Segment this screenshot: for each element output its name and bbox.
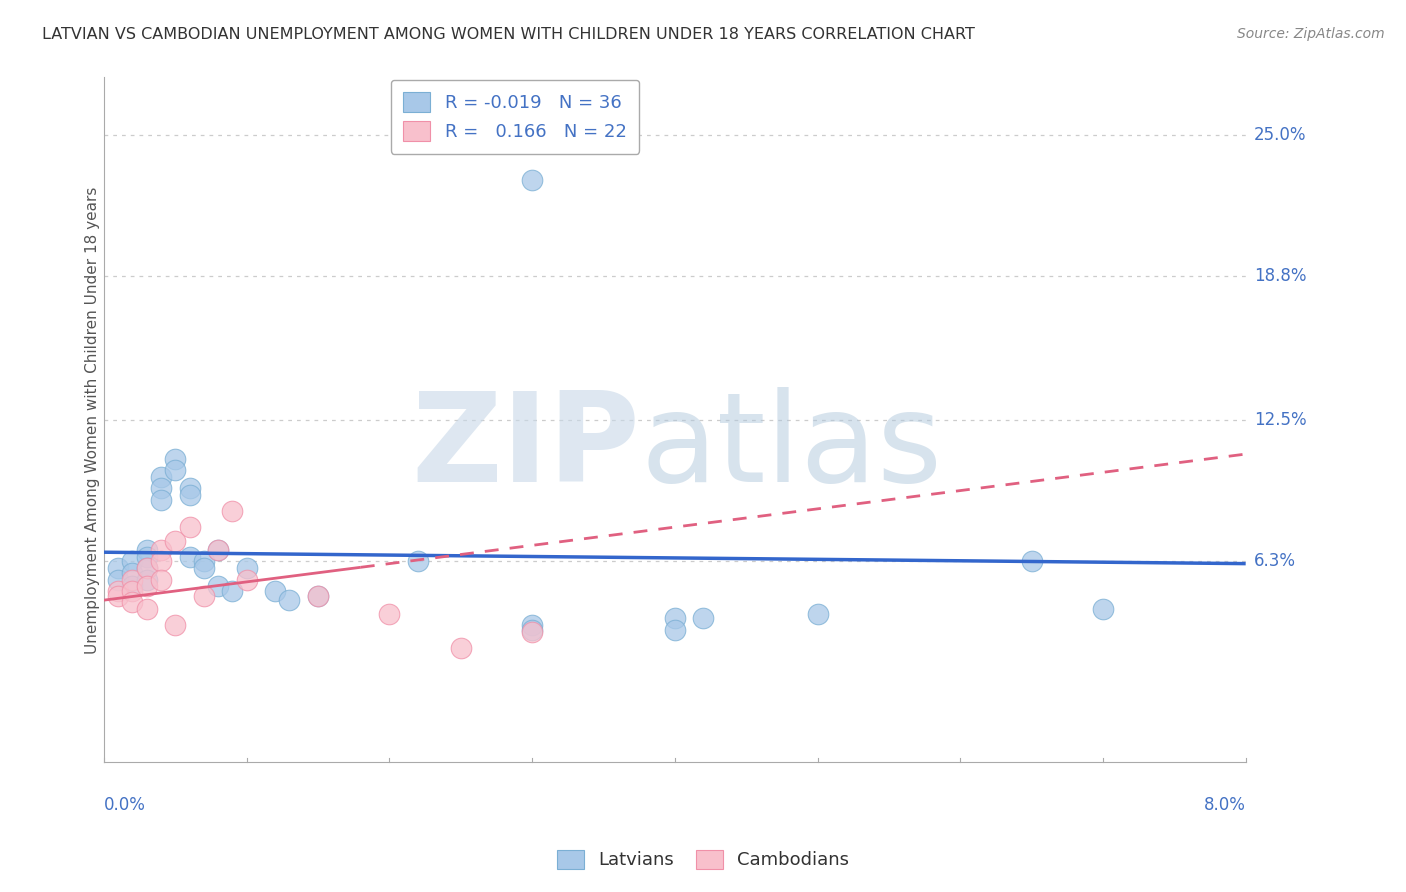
Point xyxy=(150,470,173,484)
Point xyxy=(150,492,173,507)
Point xyxy=(135,561,157,575)
Point xyxy=(121,554,143,568)
Point xyxy=(520,623,543,637)
Point xyxy=(221,584,243,599)
Point xyxy=(450,641,472,656)
Text: 25.0%: 25.0% xyxy=(1254,126,1306,144)
Point xyxy=(193,589,215,603)
Point xyxy=(235,573,257,587)
Point xyxy=(179,549,201,564)
Point xyxy=(264,584,287,599)
Text: ZIP: ZIP xyxy=(412,387,641,508)
Point xyxy=(135,561,157,575)
Point xyxy=(207,543,229,558)
Point xyxy=(207,543,229,558)
Point xyxy=(193,561,215,575)
Text: 0.0%: 0.0% xyxy=(104,797,146,814)
Point xyxy=(193,554,215,568)
Point xyxy=(121,573,143,587)
Point xyxy=(150,573,173,587)
Point xyxy=(692,611,714,625)
Text: atlas: atlas xyxy=(641,387,942,508)
Point xyxy=(165,618,187,632)
Point xyxy=(165,451,187,466)
Point xyxy=(150,481,173,495)
Point xyxy=(1021,554,1043,568)
Point xyxy=(520,618,543,632)
Point xyxy=(121,595,143,609)
Point xyxy=(806,607,828,621)
Text: 6.3%: 6.3% xyxy=(1254,552,1296,570)
Point xyxy=(179,481,201,495)
Point xyxy=(1091,602,1114,616)
Point xyxy=(121,584,143,599)
Point xyxy=(235,561,257,575)
Point xyxy=(207,579,229,593)
Point xyxy=(107,561,129,575)
Point xyxy=(278,593,301,607)
Point xyxy=(121,579,143,593)
Y-axis label: Unemployment Among Women with Children Under 18 years: Unemployment Among Women with Children U… xyxy=(86,186,100,654)
Point xyxy=(664,623,686,637)
Text: 18.8%: 18.8% xyxy=(1254,267,1306,285)
Point xyxy=(107,584,129,599)
Point xyxy=(135,602,157,616)
Point xyxy=(406,554,429,568)
Point xyxy=(165,533,187,548)
Point xyxy=(179,520,201,534)
Point xyxy=(307,589,329,603)
Point xyxy=(121,566,143,580)
Point xyxy=(520,625,543,640)
Legend: R = -0.019   N = 36, R =   0.166   N = 22: R = -0.019 N = 36, R = 0.166 N = 22 xyxy=(391,79,640,153)
Text: 12.5%: 12.5% xyxy=(1254,411,1306,429)
Point xyxy=(520,173,543,187)
Point xyxy=(664,611,686,625)
Point xyxy=(107,589,129,603)
Text: Source: ZipAtlas.com: Source: ZipAtlas.com xyxy=(1237,27,1385,41)
Point xyxy=(135,573,157,587)
Point xyxy=(135,543,157,558)
Point xyxy=(107,573,129,587)
Point xyxy=(150,554,173,568)
Text: 8.0%: 8.0% xyxy=(1204,797,1246,814)
Point xyxy=(221,504,243,518)
Text: LATVIAN VS CAMBODIAN UNEMPLOYMENT AMONG WOMEN WITH CHILDREN UNDER 18 YEARS CORRE: LATVIAN VS CAMBODIAN UNEMPLOYMENT AMONG … xyxy=(42,27,974,42)
Legend: Latvians, Cambodians: Latvians, Cambodians xyxy=(548,840,858,879)
Point xyxy=(165,463,187,477)
Point xyxy=(150,543,173,558)
Point xyxy=(307,589,329,603)
Point xyxy=(378,607,401,621)
Point xyxy=(179,488,201,502)
Point xyxy=(135,549,157,564)
Point xyxy=(135,579,157,593)
